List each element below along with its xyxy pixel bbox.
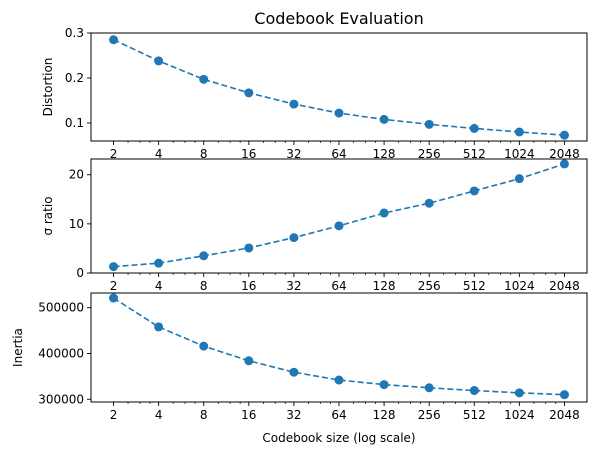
x-tick-label: 4 bbox=[155, 279, 163, 293]
x-tick-label: 8 bbox=[200, 147, 208, 161]
series-line bbox=[113, 163, 565, 268]
data-point bbox=[154, 258, 164, 268]
x-tick-label: 2 bbox=[110, 279, 118, 293]
data-point bbox=[289, 367, 299, 377]
data-point bbox=[559, 130, 569, 140]
subplot-3: 2 4 8 16 32 64 128 256 512 1024 2048 300000 400000 50… bbox=[11, 292, 588, 422]
data-point bbox=[244, 88, 254, 98]
x-tick-label: 64 bbox=[331, 408, 346, 422]
x-tick-label: 512 bbox=[463, 408, 486, 422]
y-tick-label: 400000 bbox=[38, 346, 84, 360]
data-point bbox=[559, 159, 569, 169]
axes-frame bbox=[90, 32, 588, 142]
axes-frame bbox=[90, 158, 588, 274]
x-tick-label: 1024 bbox=[504, 147, 535, 161]
x-tick-label: 2048 bbox=[549, 147, 580, 161]
x-tick-label: 128 bbox=[373, 408, 396, 422]
figure-title: Codebook Evaluation bbox=[254, 9, 423, 28]
data-point bbox=[154, 56, 164, 66]
y-tick-label: 0.1 bbox=[65, 116, 84, 130]
x-tick-label: 32 bbox=[286, 408, 301, 422]
y-tick-label: 20 bbox=[69, 168, 84, 182]
data-point bbox=[334, 375, 344, 385]
x-tick-label: 1024 bbox=[504, 408, 535, 422]
data-point bbox=[109, 262, 119, 272]
data-point bbox=[334, 221, 344, 231]
y-axis-label: Distortion bbox=[41, 58, 55, 117]
data-point bbox=[244, 243, 254, 253]
subplot-2: 2 4 8 16 32 64 128 256 512 1024 2048 0 10 20 σ ratio bbox=[41, 158, 588, 293]
data-point bbox=[334, 108, 344, 118]
x-tick-label: 512 bbox=[463, 279, 486, 293]
x-axis-label: Codebook size (log scale) bbox=[262, 431, 415, 445]
data-point bbox=[244, 356, 254, 366]
data-point bbox=[559, 390, 569, 400]
y-tick-label: 0.3 bbox=[65, 26, 84, 40]
y-axis-label: Inertia bbox=[11, 328, 25, 367]
x-tick-label: 2048 bbox=[549, 279, 580, 293]
y-axis-label: σ ratio bbox=[41, 196, 55, 235]
y-tick-label: 500000 bbox=[38, 301, 84, 315]
x-tick-label: 128 bbox=[373, 147, 396, 161]
x-tick-label: 16 bbox=[241, 408, 256, 422]
x-tick-label: 256 bbox=[418, 147, 441, 161]
x-tick-label: 8 bbox=[200, 279, 208, 293]
data-point bbox=[379, 208, 389, 218]
data-point bbox=[424, 119, 434, 129]
x-tick-label: 128 bbox=[373, 279, 396, 293]
data-point bbox=[289, 233, 299, 243]
series-line bbox=[113, 297, 565, 396]
axes-frame bbox=[90, 292, 588, 403]
data-point bbox=[469, 186, 479, 196]
data-point bbox=[199, 341, 209, 351]
data-point bbox=[514, 174, 524, 184]
data-point bbox=[379, 114, 389, 124]
x-tick-label: 2 bbox=[110, 408, 118, 422]
y-tick-label: 10 bbox=[69, 217, 84, 231]
x-tick-label: 16 bbox=[241, 279, 256, 293]
data-point bbox=[424, 383, 434, 393]
data-point bbox=[469, 123, 479, 133]
x-tick-label: 512 bbox=[463, 147, 486, 161]
x-tick-label: 4 bbox=[155, 408, 163, 422]
data-point bbox=[514, 388, 524, 398]
y-tick-label: 0.2 bbox=[65, 71, 84, 85]
x-tick-label: 64 bbox=[331, 279, 346, 293]
x-tick-label: 16 bbox=[241, 147, 256, 161]
x-tick-label: 32 bbox=[286, 279, 301, 293]
y-tick-label: 300000 bbox=[38, 392, 84, 406]
y-tick-label: 0 bbox=[76, 266, 84, 280]
data-point bbox=[469, 386, 479, 396]
data-point bbox=[424, 198, 434, 208]
x-tick-label: 256 bbox=[418, 279, 441, 293]
data-point bbox=[289, 99, 299, 109]
x-tick-label: 2 bbox=[110, 147, 118, 161]
series-line bbox=[113, 39, 565, 136]
data-point bbox=[199, 74, 209, 84]
data-point bbox=[154, 322, 164, 332]
x-tick-label: 32 bbox=[286, 147, 301, 161]
x-tick-label: 2048 bbox=[549, 408, 580, 422]
x-tick-label: 64 bbox=[331, 147, 346, 161]
x-tick-label: 1024 bbox=[504, 279, 535, 293]
x-tick-label: 4 bbox=[155, 147, 163, 161]
x-tick-label: 256 bbox=[418, 408, 441, 422]
x-tick-label: 8 bbox=[200, 408, 208, 422]
data-point bbox=[199, 251, 209, 261]
data-point bbox=[109, 35, 119, 45]
data-point bbox=[379, 380, 389, 390]
data-point bbox=[109, 293, 119, 303]
data-point bbox=[514, 127, 524, 137]
subplot-1: 2 4 8 16 32 64 128 256 512 1024 2048 0.1 0.2 0.3 Disto… bbox=[41, 26, 588, 161]
